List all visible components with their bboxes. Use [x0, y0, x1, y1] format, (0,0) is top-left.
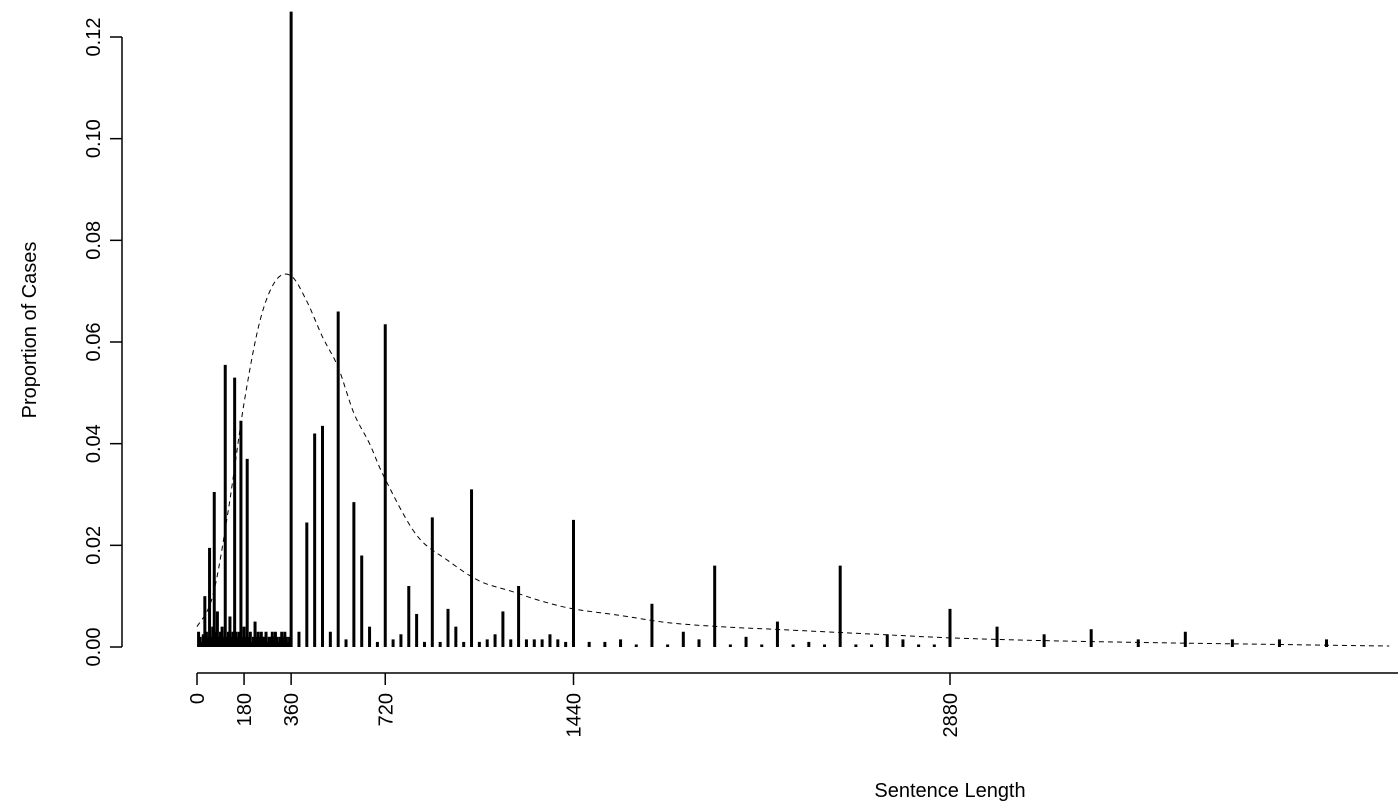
- y-tick-label: 0.00: [83, 628, 105, 667]
- x-tick-label: 0: [187, 693, 209, 704]
- y-axis-title: Proportion of Cases: [19, 242, 41, 419]
- y-tick-label: 0.08: [83, 221, 105, 260]
- y-tick-label: 0.02: [83, 526, 105, 565]
- x-tick-label: 720: [375, 693, 397, 726]
- density-curve: [196, 273, 1390, 647]
- y-tick-label: 0.06: [83, 323, 105, 362]
- y-tick-label: 0.04: [83, 424, 105, 463]
- x-tick-label: 1440: [564, 693, 586, 738]
- y-tick-label: 0.12: [83, 18, 105, 57]
- x-axis-ticks: 0 180 360 720 1440 2880: [187, 673, 962, 738]
- x-tick-label: 2880: [940, 693, 962, 738]
- x-axis-title: Sentence Length: [874, 780, 1025, 802]
- y-tick-label: 0.10: [83, 119, 105, 158]
- x-tick-label: 180: [234, 693, 256, 726]
- x-tick-label: 360: [281, 693, 303, 726]
- bar-series: [197, 11, 1328, 647]
- y-axis-ticks: 0.00 0.02 0.04 0.06 0.08 0.10 0.12: [83, 18, 122, 667]
